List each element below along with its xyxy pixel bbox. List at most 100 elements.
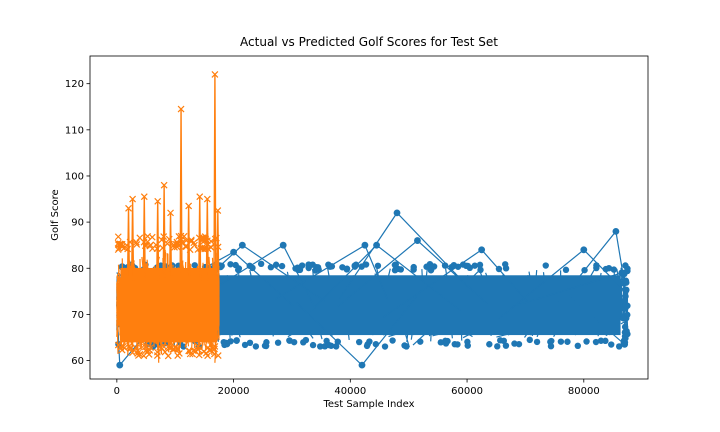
actual-point — [257, 260, 265, 268]
actual-point — [227, 261, 234, 268]
predicted-point — [144, 347, 152, 355]
predicted-point — [133, 241, 141, 248]
actual-point — [381, 343, 389, 350]
predicted-spike-point — [211, 71, 219, 78]
predicted-point — [206, 346, 214, 354]
axes: 0 20000 40000 60000 80000 60 70 80 90 100 110 120 — [65, 55, 649, 397]
actual-point — [622, 287, 630, 294]
actual-point — [615, 343, 623, 350]
predicted-point — [164, 343, 172, 351]
actual-point — [515, 340, 523, 348]
predicted-point — [141, 341, 149, 348]
actual-point — [274, 339, 282, 346]
actual-point — [410, 266, 417, 273]
predicted-point — [212, 234, 220, 242]
actual-point — [602, 265, 610, 273]
actual-point — [562, 266, 570, 274]
actual-point — [397, 266, 405, 273]
predicted-point — [158, 236, 166, 244]
actual-point — [495, 265, 503, 273]
actual-point — [454, 263, 462, 270]
predicted-point — [181, 242, 189, 250]
chart-title: Actual vs Predicted Golf Scores for Test… — [240, 35, 498, 49]
actual-point — [608, 341, 615, 348]
predicted-point — [164, 240, 171, 248]
actual-point — [430, 263, 438, 270]
predicted-point — [136, 234, 144, 242]
predicted-point — [132, 238, 140, 246]
actual-point — [372, 340, 380, 348]
actual-point — [547, 338, 554, 346]
y-tick-label: 120 — [65, 79, 84, 90]
actual-point — [557, 338, 565, 345]
y-tick-label: 60 — [71, 356, 84, 367]
actual-point — [249, 264, 256, 272]
predicted-point — [170, 241, 178, 249]
actual-outlier-point — [478, 246, 486, 254]
actual-outlier-point — [230, 248, 237, 256]
actual-point — [542, 262, 549, 269]
actual-point — [391, 261, 399, 269]
actual-point — [306, 262, 313, 269]
actual-point — [583, 338, 590, 345]
actual-point — [403, 343, 410, 350]
predicted-point — [140, 352, 148, 360]
predicted-point — [145, 351, 153, 358]
predicted-spike-point — [140, 193, 148, 201]
actual-point — [423, 263, 430, 270]
predicted-point — [158, 345, 166, 352]
actual-point — [486, 341, 493, 348]
actual-point — [564, 338, 571, 345]
x-tick-label: 20000 — [218, 386, 250, 397]
actual-point — [220, 338, 227, 346]
predicted-point — [153, 245, 161, 253]
actual-point — [437, 339, 444, 346]
actual-point — [464, 262, 471, 270]
actual-point — [574, 342, 582, 350]
predicted-point — [164, 352, 172, 360]
actual-point — [464, 342, 471, 349]
actual-outlier-point — [612, 227, 620, 235]
actual-point — [441, 262, 449, 269]
actual-point — [321, 343, 329, 350]
actual-point — [621, 297, 628, 305]
actual-point — [621, 323, 629, 331]
actual-point — [417, 338, 424, 345]
axes-frame — [89, 55, 649, 380]
y-tick-label: 110 — [65, 125, 84, 136]
predicted-point — [187, 237, 195, 245]
actual-point — [326, 263, 334, 270]
plot-area — [114, 71, 631, 369]
actual-outlier-point — [580, 246, 588, 254]
actual-point — [610, 266, 618, 273]
predicted-point — [117, 240, 125, 248]
predicted-point — [175, 233, 183, 240]
actual-point — [602, 337, 609, 345]
actual-point — [592, 338, 600, 346]
predicted-point — [114, 246, 122, 254]
predicted-point — [195, 351, 203, 359]
predicted-spike-point — [203, 195, 211, 203]
actual-point — [581, 266, 588, 274]
actual-point — [352, 261, 360, 268]
predicted-point — [126, 342, 133, 350]
actual-point — [391, 267, 399, 274]
predicted-spike-point — [214, 207, 222, 215]
actual-outlier-point — [414, 237, 421, 244]
actual-point — [278, 262, 286, 270]
predicted-point — [204, 245, 212, 253]
predicted-spike-point — [185, 202, 193, 210]
predicted-point — [160, 233, 168, 241]
actual-point — [157, 262, 165, 269]
predicted-point — [117, 343, 125, 351]
predicted-spike-point — [125, 204, 132, 212]
actual-point — [363, 342, 371, 350]
predicted-point — [153, 348, 161, 356]
predicted-point — [194, 246, 202, 253]
actual-point — [252, 343, 260, 350]
actual-outlier-point — [116, 361, 124, 369]
actual-point — [309, 341, 317, 349]
predicted-point — [187, 236, 195, 244]
